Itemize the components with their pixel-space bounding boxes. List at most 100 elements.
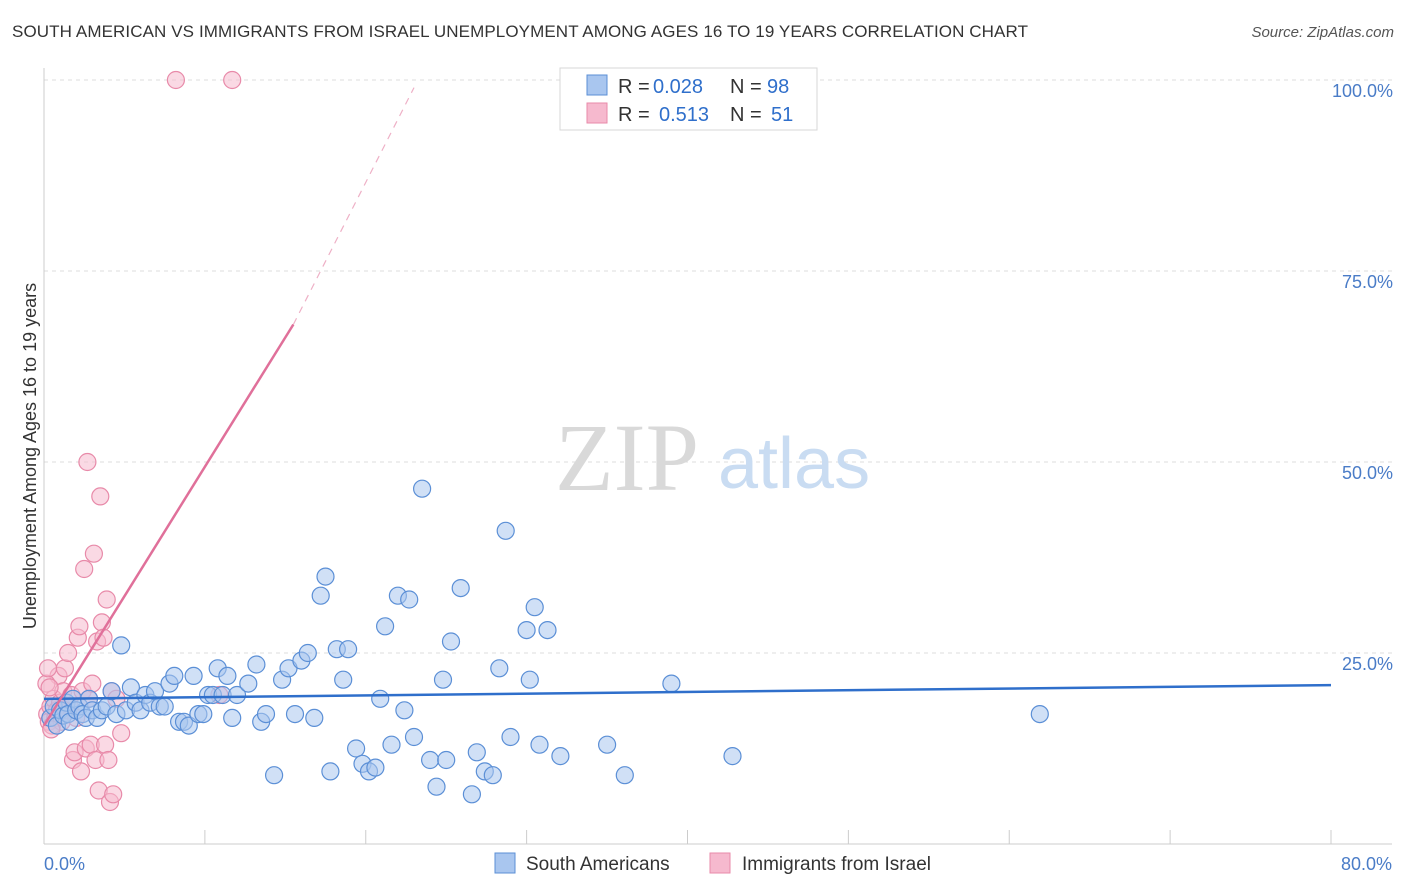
israel-point-23 [75, 559, 94, 579]
south-americans-point-86 [501, 727, 520, 747]
trend-line-south-americans [43, 683, 1332, 701]
south-americans-point-66 [371, 689, 390, 708]
x-tick-label-min: 0.0% [44, 854, 85, 874]
israel-point-47 [166, 70, 185, 90]
x-tick-label-max: 80.0% [1341, 854, 1392, 874]
south-americans-point-76 [433, 670, 453, 689]
israel-point-37 [97, 590, 116, 609]
israel-point-28 [83, 674, 102, 693]
south-americans-point-78 [441, 632, 461, 651]
south-americans-point-85 [496, 521, 515, 540]
south-americans-point-81 [467, 743, 486, 762]
south-americans-point-71 [400, 590, 419, 609]
south-americans-point-54 [298, 643, 317, 663]
israel-point-41 [104, 785, 123, 804]
south-americans-point-46 [247, 655, 266, 674]
legend-n-label-1: N = [730, 76, 762, 98]
south-americans-point-89 [525, 598, 544, 617]
bottom-legend-label-south-americans: South Americans [526, 854, 670, 875]
watermark-zip: ZIP [555, 404, 699, 511]
south-americans-point-31 [165, 666, 184, 686]
south-americans-point-68 [382, 735, 401, 754]
south-americans-point-45 [239, 674, 258, 693]
legend-r-value-2: 0.513 [659, 104, 709, 126]
south-americans-point-65 [366, 758, 385, 777]
israel-point-36 [95, 735, 115, 754]
south-americans-point-88 [520, 670, 539, 689]
south-americans-point-84 [490, 659, 509, 678]
legend-n-value-2: 51 [771, 104, 793, 126]
chart-title: SOUTH AMERICAN VS IMMIGRANTS FROM ISRAEL… [12, 22, 1029, 41]
south-americans-point-80 [462, 785, 481, 804]
israel-point-29 [84, 544, 104, 563]
south-americans-point-62 [347, 739, 366, 758]
israel-point-45 [40, 678, 59, 697]
south-americans-point-87 [517, 620, 536, 640]
south-americans-point-43 [223, 708, 242, 728]
series-south-americans-points [41, 479, 1049, 804]
south-americans-point-70 [395, 701, 414, 720]
y-axis-title: Unemployment Among Ages 16 to 19 years [20, 283, 40, 629]
trend-line-israel-extension [292, 87, 415, 325]
israel-point-20 [70, 617, 89, 636]
south-americans-point-75 [427, 777, 446, 796]
israel-point-21 [71, 762, 91, 781]
y-tick-label-100: 100.0% [1332, 81, 1393, 101]
bottom-legend-swatch-south-americans [494, 852, 516, 874]
israel-point-33 [91, 487, 110, 506]
x-axis-ticks [204, 830, 1332, 844]
israel-point-38 [99, 750, 118, 770]
legend-r-label-1: R = [618, 76, 650, 98]
israel-point-44 [38, 659, 58, 678]
legend-r-value-1: 0.028 [653, 76, 703, 98]
watermark: ZIP atlas [555, 404, 870, 511]
legend-r-label-2: R = [618, 104, 650, 126]
south-americans-point-35 [184, 666, 203, 686]
south-americans-point-79 [451, 578, 470, 598]
south-americans-point-91 [538, 620, 557, 640]
south-americans-point-20 [112, 636, 131, 655]
bottom-legend: South Americans Immigrants from Israel [494, 852, 931, 875]
south-americans-point-57 [316, 567, 335, 586]
legend-swatch-south-americans [586, 74, 608, 96]
legend-swatch-israel [586, 102, 608, 124]
trend-lines [42, 87, 1332, 727]
south-americans-point-52 [285, 704, 305, 724]
south-americans-point-29 [155, 697, 174, 716]
south-americans-point-55 [305, 708, 324, 728]
south-americans-point-58 [321, 762, 340, 781]
south-americans-point-60 [334, 670, 353, 689]
south-americans-point-44 [227, 685, 247, 705]
legend: R = 0.028 N = 98 R = 0.513 N = 51 [559, 67, 818, 131]
south-americans-point-18 [102, 682, 121, 701]
israel-point-50 [112, 724, 131, 743]
south-americans-point-77 [437, 750, 456, 770]
south-americans-point-37 [194, 704, 213, 724]
south-americans-point-96 [723, 746, 742, 766]
south-americans-point-48 [256, 704, 276, 724]
grid-lines [44, 79, 1392, 654]
bottom-legend-swatch-israel [709, 852, 731, 874]
south-americans-point-56 [311, 586, 330, 605]
watermark-atlas: atlas [718, 424, 870, 504]
south-americans-point-49 [265, 766, 284, 785]
south-americans-point-97 [1030, 704, 1049, 724]
y-axis-tick-labels: 25.0% 50.0% 75.0% 100.0% [1332, 81, 1393, 674]
south-americans-point-73 [413, 479, 432, 498]
south-americans-point-74 [421, 750, 440, 770]
legend-n-label-2: N = [730, 104, 762, 126]
israel-point-25 [78, 452, 97, 472]
y-tick-label-25: 25.0% [1342, 654, 1393, 674]
israel-point-13 [58, 643, 78, 663]
y-tick-label-75: 75.0% [1342, 272, 1393, 292]
south-americans-point-83 [483, 766, 502, 785]
south-americans-point-67 [376, 617, 395, 636]
south-americans-point-42 [218, 666, 237, 686]
trend-line-israel [42, 323, 295, 727]
legend-n-value-1: 98 [767, 76, 789, 98]
y-tick-label-50: 50.0% [1342, 463, 1393, 483]
israel-point-11 [55, 659, 75, 678]
bottom-legend-label-israel: Immigrants from Israel [742, 854, 931, 875]
israel-point-48 [223, 70, 242, 90]
